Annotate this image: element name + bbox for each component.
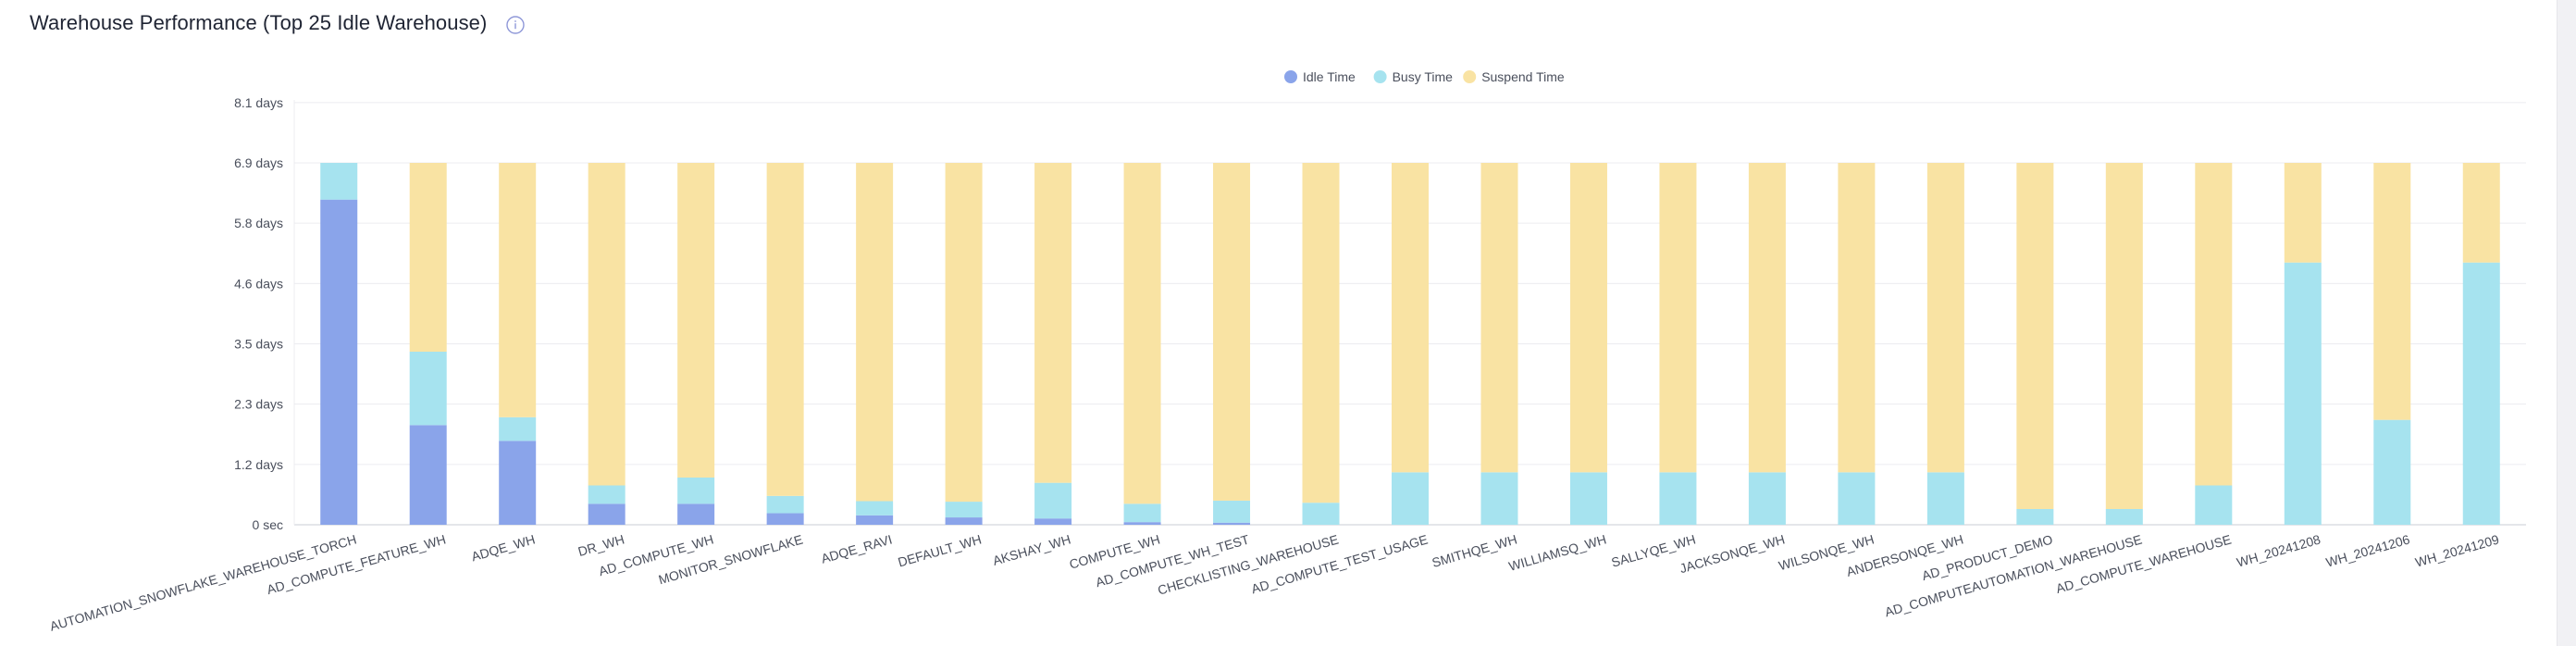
bar-segment-busy-time[interactable] (856, 501, 894, 516)
bar-segment-suspend-time[interactable] (2195, 163, 2233, 486)
bar-segment-busy-time[interactable] (2195, 485, 2233, 526)
bar-segment-suspend-time[interactable] (856, 163, 894, 502)
bar-segment-suspend-time[interactable] (588, 163, 625, 486)
bar-segment-suspend-time[interactable] (2105, 163, 2143, 509)
legend-marker-suspend-time[interactable] (1463, 70, 1477, 83)
bar-segment-suspend-time[interactable] (1123, 163, 1161, 504)
bar-segment-busy-time[interactable] (1034, 482, 1072, 519)
bars (320, 163, 2500, 525)
info-icon[interactable] (505, 15, 526, 35)
x-tick-label: AKSHAY_WH (991, 532, 1072, 568)
bar-segment-suspend-time[interactable] (2373, 163, 2411, 420)
y-tick-label: 8.1 days (234, 95, 283, 110)
y-tick-label: 2.3 days (234, 397, 283, 412)
legend-label-suspend-time[interactable]: Suspend Time (1481, 69, 1565, 84)
bar-segment-busy-time[interactable] (2462, 262, 2500, 525)
bar-segment-suspend-time[interactable] (1748, 163, 1786, 473)
bar-segment-busy-time[interactable] (320, 163, 358, 200)
chart-header: Warehouse Performance (Top 25 Idle Wareh… (30, 11, 526, 35)
bar-segment-idle-time[interactable] (409, 425, 447, 525)
bar-segment-busy-time[interactable] (766, 495, 804, 514)
bar-segment-suspend-time[interactable] (677, 163, 715, 478)
x-tick-label: DR_WH (576, 532, 626, 560)
bar-segment-busy-time[interactable] (1748, 472, 1786, 525)
x-tick-label: SMITHQE_WH (1430, 532, 1519, 571)
bar-segment-suspend-time[interactable] (1926, 163, 1964, 473)
bar-segment-busy-time[interactable] (1123, 503, 1161, 523)
bar-segment-busy-time[interactable] (588, 485, 625, 504)
bar-segment-busy-time[interactable] (1480, 472, 1518, 525)
x-tick-label: WH_20241208 (2235, 531, 2322, 569)
bar-segment-busy-time[interactable] (945, 502, 983, 518)
bar-segment-suspend-time[interactable] (499, 163, 537, 417)
x-tick-label: WILLIAMSQ_WH (1507, 532, 1608, 574)
bar-segment-busy-time[interactable] (2105, 509, 2143, 525)
bar-segment-busy-time[interactable] (499, 416, 537, 441)
bar-segment-busy-time[interactable] (1569, 472, 1607, 525)
bar-segment-suspend-time[interactable] (1480, 163, 1518, 473)
x-tick-label: WH_20241206 (2324, 531, 2411, 569)
legend-marker-busy-time[interactable] (1373, 70, 1387, 83)
bar-segment-busy-time[interactable] (2284, 262, 2322, 525)
y-tick-label: 0 sec (253, 517, 283, 532)
bar-segment-idle-time[interactable] (945, 517, 983, 525)
bar-segment-suspend-time[interactable] (945, 163, 983, 503)
bar-segment-suspend-time[interactable] (2016, 163, 2054, 509)
bar-segment-busy-time[interactable] (1392, 472, 1429, 525)
y-tick-label: 3.5 days (234, 337, 283, 352)
legend-label-idle-time[interactable]: Idle Time (1303, 69, 1356, 84)
legend: Idle Time Busy Time Suspend Time (1284, 69, 1565, 84)
bar-segment-suspend-time[interactable] (2284, 163, 2322, 263)
bar-segment-idle-time[interactable] (588, 503, 625, 525)
bar-segment-suspend-time[interactable] (766, 163, 804, 496)
bar-segment-busy-time[interactable] (2016, 509, 2054, 525)
bar-segment-suspend-time[interactable] (2462, 163, 2500, 263)
y-tick-label: 1.2 days (234, 457, 283, 472)
x-tick-label: WH_20241209 (2413, 531, 2500, 569)
page-title: Warehouse Performance (Top 25 Idle Wareh… (30, 11, 488, 34)
y-tick-label: 5.8 days (234, 216, 283, 230)
x-tick-label: ADQE_WH (470, 532, 537, 565)
x-tick-label: DEFAULT_WH (897, 532, 984, 570)
bar-segment-busy-time[interactable] (1838, 472, 1876, 525)
bar-segment-suspend-time[interactable] (1213, 163, 1251, 501)
bar-segment-idle-time[interactable] (499, 441, 537, 525)
bar-segment-suspend-time[interactable] (409, 163, 447, 352)
bar-segment-idle-time[interactable] (677, 503, 715, 525)
bar-segment-suspend-time[interactable] (1838, 163, 1876, 473)
bar-segment-suspend-time[interactable] (1302, 163, 1340, 503)
x-tick-label: ADQE_RAVI (819, 532, 893, 566)
vertical-scrollbar[interactable] (2557, 0, 2576, 646)
bar-segment-idle-time[interactable] (1034, 518, 1072, 525)
bar-segment-busy-time[interactable] (677, 478, 715, 504)
bar-segment-busy-time[interactable] (1302, 503, 1340, 525)
bar-segment-suspend-time[interactable] (1569, 163, 1607, 473)
legend-marker-idle-time[interactable] (1284, 70, 1297, 83)
bar-segment-busy-time[interactable] (1213, 500, 1251, 523)
bar-segment-idle-time[interactable] (766, 513, 804, 525)
bar-segment-busy-time[interactable] (2373, 419, 2411, 525)
y-tick-label: 6.9 days (234, 155, 283, 170)
bar-segment-idle-time[interactable] (1213, 522, 1251, 525)
bar-segment-busy-time[interactable] (1926, 472, 1964, 525)
bar-segment-idle-time[interactable] (1123, 522, 1161, 525)
bar-segment-busy-time[interactable] (409, 352, 447, 426)
legend-label-busy-time[interactable]: Busy Time (1393, 69, 1454, 84)
bar-segment-suspend-time[interactable] (1392, 163, 1429, 473)
y-tick-label: 4.6 days (234, 276, 283, 291)
bar-segment-suspend-time[interactable] (1034, 163, 1072, 483)
bar-segment-idle-time[interactable] (856, 515, 894, 525)
bar-segment-busy-time[interactable] (1659, 472, 1697, 525)
bar-segment-idle-time[interactable] (320, 199, 358, 525)
bar-segment-suspend-time[interactable] (1659, 163, 1697, 473)
